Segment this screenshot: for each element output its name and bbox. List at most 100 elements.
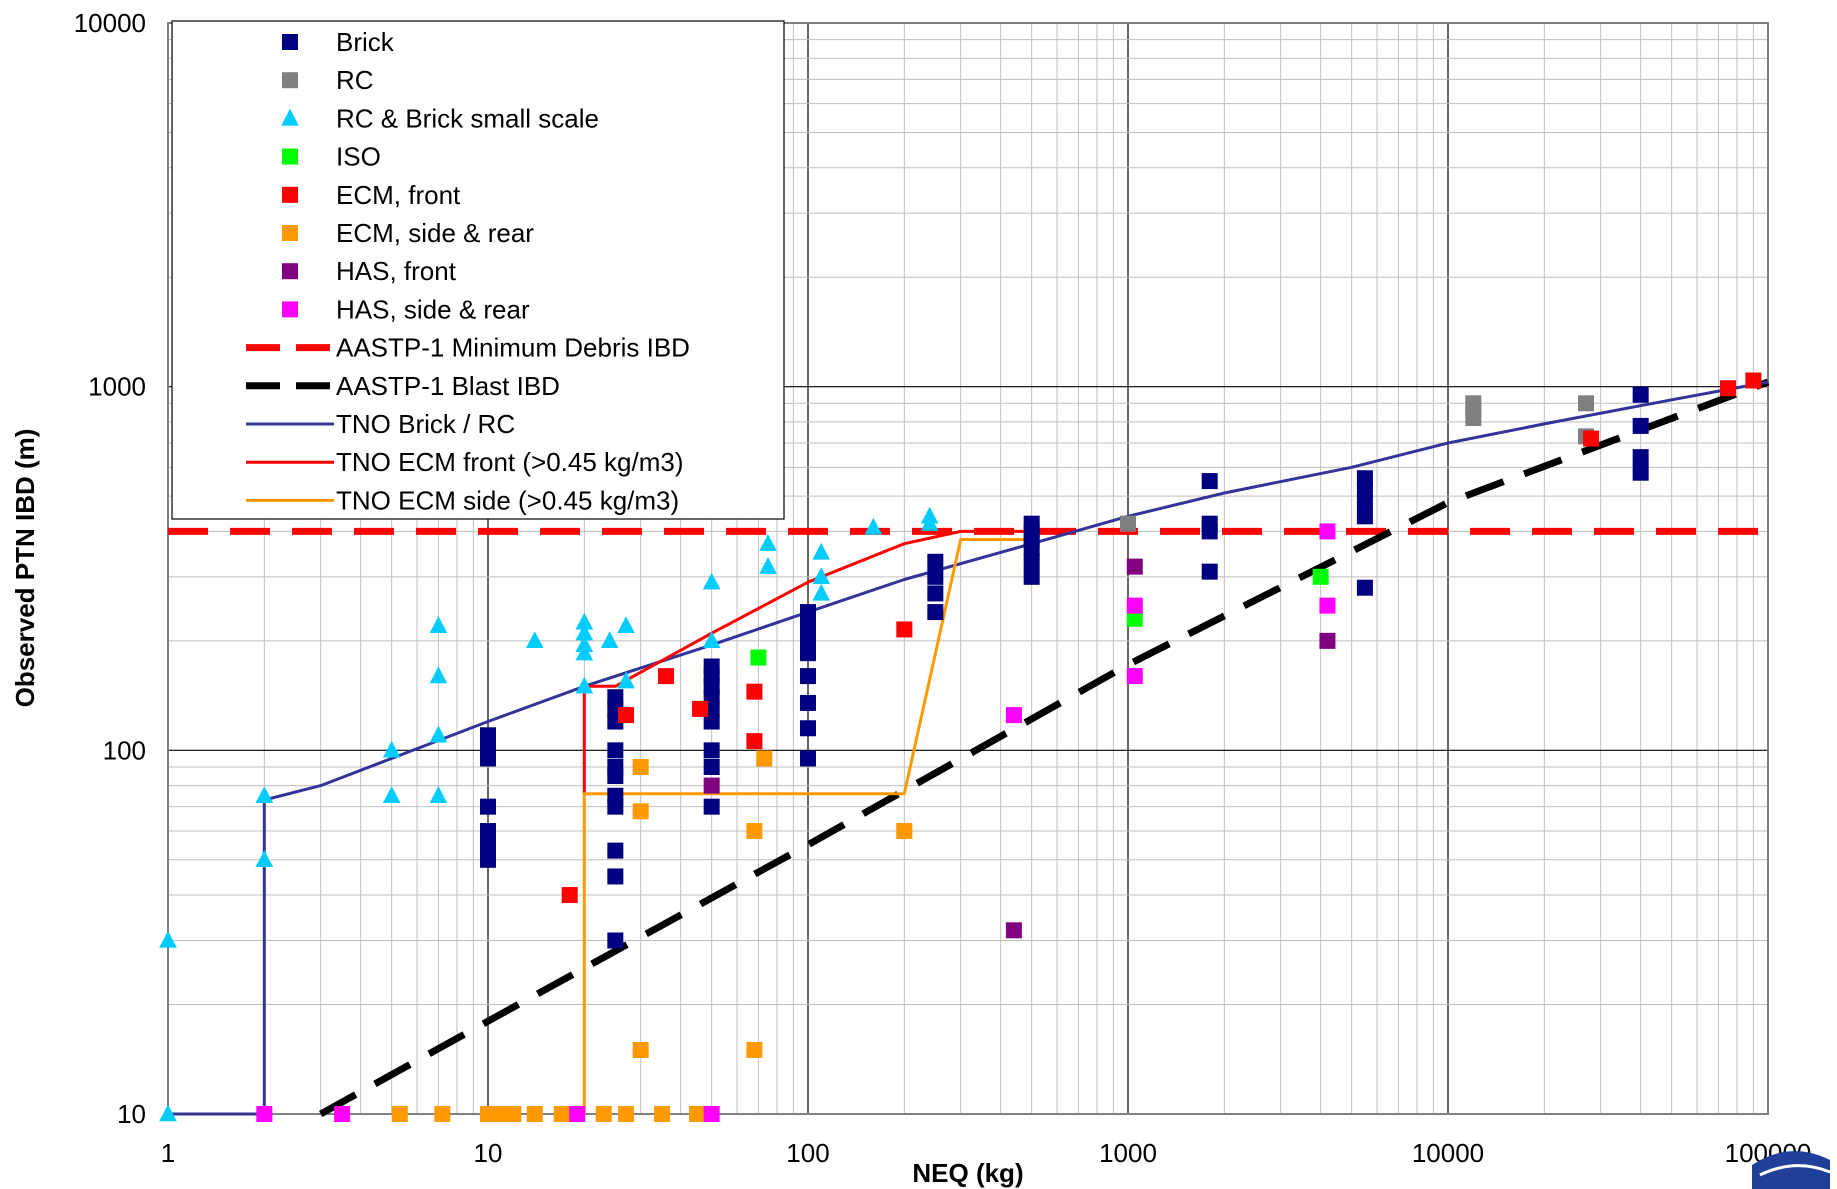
brick-point [800,720,816,737]
rc-brick-small-scale-point [255,786,274,803]
ecm-front-point [658,668,675,685]
rc-brick-small-scale-point [159,1104,177,1122]
brick-point [800,604,816,621]
ecm-side-rear-point [756,750,773,767]
legend-label-tno-brick-rc: TNO Brick / RC [336,409,515,439]
brick-point [607,842,624,859]
ecm-front-point [746,733,763,750]
rc-brick-small-scale-point [382,740,401,758]
has-front-point [1319,632,1336,649]
has-side-rear-point [569,1106,586,1122]
legend-symbol-iso [282,148,298,165]
legend-symbol-has-front [282,263,298,280]
legend-label-brick: Brick [336,27,395,57]
rc-brick-small-scale-point [429,725,448,743]
ecm-side-rear-point [654,1106,671,1122]
legend-box [171,20,785,520]
legend-symbol-rc-brick-small-scale [281,108,299,126]
brick-point [1023,540,1040,557]
brick-point [1356,508,1373,525]
brick-point [1632,417,1649,434]
rc-brick-small-scale-point [702,631,721,649]
x-tick-label: 10 [474,1138,503,1168]
legend-label-has-side-rear: HAS, side & rear [336,294,530,324]
rc-brick-small-scale-point [575,623,594,641]
ecm-front-point [692,700,709,717]
brick-point [1201,473,1218,490]
legend-label-ecm-front: ECM, front [336,180,461,210]
has-side-rear-point [1126,597,1143,614]
x-tick-label: 1 [161,1138,175,1168]
rc-point [1465,410,1482,427]
ecm-side-rear-point [689,1106,706,1122]
brick-point [800,694,816,711]
ecm-side-rear-point [896,823,913,840]
brick-point [1632,386,1649,403]
ecm-side-rear-point [746,1041,763,1058]
legend-label-tno-ecm-side-0-45-kg-m3: TNO ECM side (>0.45 kg/m3) [336,485,679,515]
brick-point [927,585,944,602]
brick-point [703,798,720,815]
x-tick-label: 10000 [1412,1138,1484,1168]
has-side-rear-point [256,1106,273,1122]
ecm-side-rear-point [632,758,649,775]
tno-brick-rc-line [168,380,1769,1116]
iso-point [750,649,767,666]
legend-label-tno-ecm-front-0-45-kg-m3: TNO ECM front (>0.45 kg/m3) [336,447,683,477]
rc-brick-small-scale-point [812,583,831,601]
has-side-rear-point [1319,523,1336,540]
legend: Brick RC RC & Brick small scale ISO ECM, fro… [171,20,785,520]
brick-point [927,553,944,570]
rc-brick-small-scale-point [920,514,939,531]
brick-point [1201,523,1218,540]
brick-point [1632,464,1649,481]
y-axis-title: Observed PTN IBD (m) [10,429,40,708]
rc-brick-small-scale-point [575,643,594,661]
y-tick-label: 10000 [74,8,146,38]
brick-point [1632,449,1649,466]
ecm-side-rear-point [632,1041,649,1058]
brick-point [800,750,816,767]
brick-point [607,868,624,885]
series-markers [159,372,1762,1122]
brick-point [480,851,496,868]
ecm-side-rear-point [618,1106,635,1122]
rc-brick-small-scale-point [429,616,448,634]
tno-logo-icon [1752,1151,1831,1189]
legend-symbol-has-side-rear [282,301,298,318]
rc-brick-small-scale-point [255,850,274,868]
iso-point [1312,568,1329,585]
ecm-side-rear-point [553,1106,570,1122]
brick-point [480,798,496,815]
brick-point [927,604,944,621]
brick-point [607,798,624,815]
legend-symbol-ecm-side-rear [282,225,298,241]
brick-point [480,836,496,853]
ecm-front-point [1745,372,1762,389]
x-tick-label: 100 [786,1138,829,1168]
rc-brick-small-scale-point [812,542,831,560]
legend-symbol-brick [282,34,298,50]
y-tick-label: 10 [117,1099,146,1129]
brick-point [480,750,496,767]
brick-point [480,823,496,840]
legend-label-has-front: HAS, front [336,256,457,286]
rc-point [1578,395,1595,412]
brick-point [607,742,624,759]
ecm-side-rear-point [505,1106,522,1122]
ecm-side-rear-point [493,1106,510,1122]
ecm-side-rear-point [632,803,649,820]
brick-point [1356,494,1373,511]
ecm-side-rear-point [434,1106,451,1122]
brick-point [703,713,720,730]
rc-brick-small-scale-point [617,671,635,689]
rc-brick-small-scale-point [864,517,883,535]
legend-label-ecm-side-rear: ECM, side & rear [336,218,534,248]
brick-point [800,632,816,649]
brick-point [927,568,944,585]
rc-brick-small-scale-point [575,612,594,630]
brick-point [1201,563,1218,580]
rc-point [1120,515,1136,532]
x-tick-label: 1000 [1099,1138,1157,1168]
brick-point [703,742,720,759]
